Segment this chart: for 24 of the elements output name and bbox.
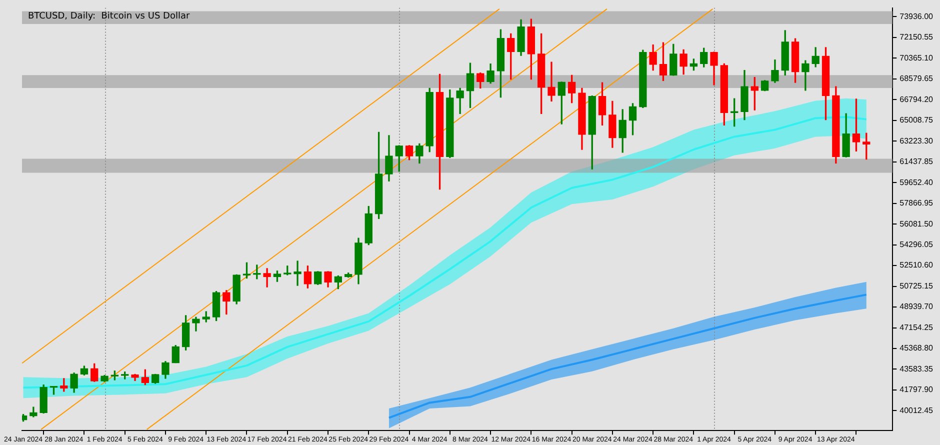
y-tick-label: 57866.95 — [900, 198, 934, 208]
y-tick-label: 65008.75 — [900, 116, 934, 125]
y-tick-label: 52510.60 — [900, 260, 934, 270]
candlestick — [548, 62, 556, 102]
y-tick-label: 66794.20 — [900, 94, 934, 104]
y-tick-label: 68579.65 — [900, 74, 934, 84]
y-tick-label: 59652.40 — [900, 178, 934, 187]
y-tick-label: 48939.70 — [900, 302, 934, 312]
y-tick-label: 56081.50 — [900, 219, 934, 228]
candlestick — [263, 268, 271, 288]
candlestick — [294, 260, 302, 286]
y-tick-label: 50725.15 — [900, 281, 934, 290]
y-tick-label: 41797.90 — [900, 385, 934, 394]
y-tick-label: 40012.45 — [900, 406, 934, 415]
chart-title: BTCUSD, Daily: Bitcoin vs US Dollar — [28, 12, 190, 22]
y-tick-label: 61437.85 — [900, 157, 934, 166]
y-tick-label: 70365.10 — [900, 53, 934, 62]
y-tick-label: 72150.55 — [900, 32, 934, 42]
y-tick-label: 45368.80 — [900, 344, 934, 353]
y-tick-label: 73936.00 — [900, 12, 934, 21]
y-tick-label: 47154.25 — [900, 322, 934, 332]
y-tick-label: 43583.35 — [900, 364, 934, 374]
y-tick-label: 63223.30 — [900, 136, 934, 146]
y-tick-label: 54296.05 — [900, 240, 934, 250]
